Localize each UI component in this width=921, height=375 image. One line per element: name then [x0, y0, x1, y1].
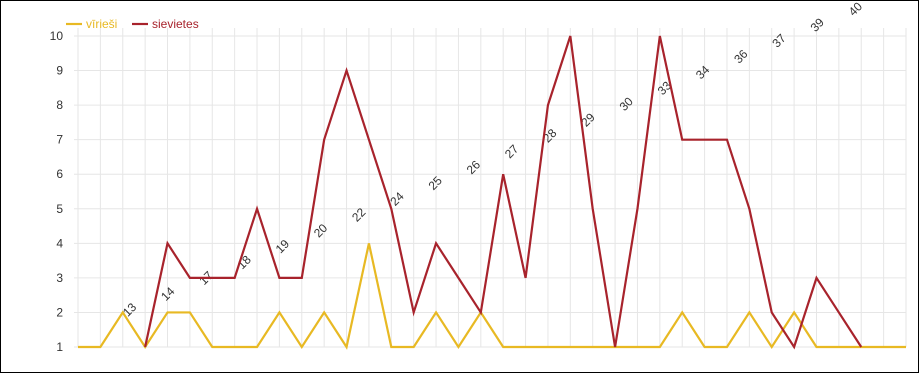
x-tick-label: 41 [884, 0, 904, 3]
legend-label: sievietes [152, 17, 199, 31]
legend-label: vīrieši [86, 17, 117, 31]
y-tick-label: 3 [56, 271, 63, 285]
x-tick-label: 14 [158, 284, 178, 304]
x-tick-label: 40 [846, 0, 866, 19]
y-tick-label: 2 [56, 305, 63, 319]
legend-item-1[interactable]: sievietes [132, 17, 199, 31]
x-tick-label: 36 [731, 47, 751, 67]
y-tick-label: 6 [56, 167, 63, 181]
x-tick-label: 25 [426, 173, 446, 193]
y-tick-label: 4 [56, 236, 63, 250]
y-tick-label: 1 [56, 340, 63, 354]
grid-lines [74, 28, 907, 348]
x-tick-label: 19 [273, 237, 293, 257]
x-axis-ticks: 1314171819202224252627282930333436373940… [120, 0, 904, 319]
x-tick-label: 34 [693, 62, 713, 82]
series-line-0 [78, 243, 906, 350]
y-tick-label: 5 [56, 202, 63, 216]
series-line-1 [144, 35, 863, 350]
y-axis-ticks: 1 2 3 4 5 6 7 8 9 10 [50, 29, 64, 354]
y-tick-label: 10 [50, 29, 64, 43]
y-tick-label: 9 [56, 64, 63, 78]
y-tick-label: 7 [56, 133, 63, 147]
legend[interactable]: vīrieši sievietes [66, 17, 199, 31]
x-tick-label: 27 [502, 142, 522, 162]
x-tick-label: 22 [349, 205, 369, 225]
x-tick-label: 37 [769, 31, 789, 51]
x-tick-label: 30 [617, 94, 637, 114]
legend-item-0[interactable]: vīrieši [66, 17, 117, 31]
x-tick-label: 39 [808, 15, 828, 35]
series-lines [78, 35, 906, 350]
x-tick-label: 20 [311, 221, 331, 241]
y-tick-label: 8 [56, 98, 63, 112]
